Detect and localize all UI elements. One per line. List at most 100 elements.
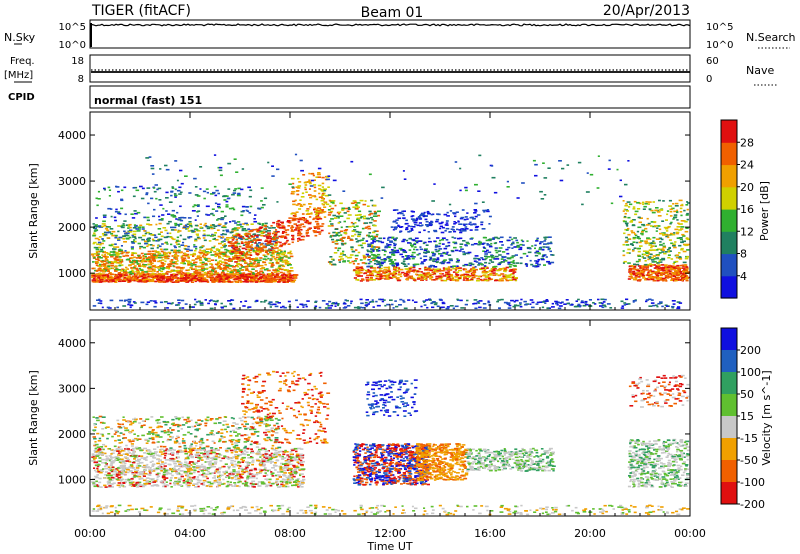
range-gate-cell — [194, 239, 197, 242]
range-gate-cell — [107, 270, 110, 272]
range-gate-cell — [520, 239, 523, 242]
range-gate-cell — [122, 305, 127, 307]
range-gate-cell — [229, 252, 232, 254]
range-gate-cell — [482, 250, 485, 252]
range-gate-cell — [416, 218, 419, 221]
range-gate-cell — [225, 206, 229, 208]
range-gate-cell — [220, 237, 224, 239]
range-gate-cell — [498, 247, 503, 249]
range-gate-cell — [423, 249, 428, 252]
range-gate-cell — [189, 236, 193, 238]
range-gate-cell — [645, 300, 648, 303]
range-gate-cell — [321, 300, 326, 302]
range-gate-cell — [468, 223, 471, 225]
range-gate-cell — [118, 256, 122, 258]
range-gate-cell — [194, 224, 198, 227]
range-gate-cell — [283, 242, 287, 245]
range-gate-cell — [139, 278, 143, 281]
range-gate-cell — [258, 247, 263, 249]
range-gate-cell — [240, 264, 243, 267]
range-gate-cell — [308, 172, 311, 175]
range-gate-cell — [436, 305, 440, 308]
range-gate-cell — [411, 299, 414, 302]
range-gate-cell — [450, 249, 454, 252]
range-gate-cell — [412, 220, 416, 222]
range-gate-cell — [226, 237, 230, 239]
range-gate-cell — [556, 304, 559, 306]
range-gate-cell — [434, 248, 438, 251]
range-gate-cell — [641, 274, 645, 277]
range-gate-cell — [360, 302, 364, 305]
range-gate-cell — [422, 242, 425, 245]
range-gate-cell — [164, 260, 167, 263]
range-gate-cell — [150, 255, 153, 257]
range-gate-cell — [147, 260, 151, 263]
range-gate-cell — [225, 230, 230, 233]
range-gate-cell — [469, 229, 473, 231]
range-gate-cell — [112, 261, 116, 264]
range-gate-cell — [357, 235, 361, 238]
range-gate-cell — [176, 189, 181, 192]
range-gate-cell — [293, 229, 298, 231]
range-gate-cell — [261, 223, 264, 225]
range-gate-cell — [230, 299, 233, 301]
range-gate-cell — [271, 273, 275, 275]
range-gate-cell — [239, 252, 243, 254]
range-gate-cell — [160, 235, 164, 238]
range-gate-cell — [487, 278, 492, 281]
range-gate-cell — [399, 298, 403, 301]
range-gate-cell — [175, 280, 179, 282]
range-gate-cell — [308, 227, 312, 229]
range-gate-cell — [232, 208, 236, 211]
range-gate-cell — [191, 210, 196, 212]
range-gate-cell — [435, 277, 439, 280]
range-gate-cell — [101, 271, 106, 273]
range-gate-cell — [95, 197, 98, 200]
range-gate-cell — [284, 261, 289, 264]
range-gate-cell — [237, 277, 241, 279]
range-gate-cell — [99, 270, 104, 272]
range-gate-cell — [654, 273, 659, 275]
range-gate-cell — [146, 245, 149, 248]
range-gate-cell — [454, 278, 457, 281]
range-gate-cell — [375, 271, 379, 273]
range-gate-cell — [140, 252, 144, 255]
range-gate-cell — [498, 262, 502, 264]
range-gate-cell — [305, 210, 310, 212]
range-gate-cell — [91, 279, 96, 281]
range-gate-cell — [125, 276, 129, 279]
range-gate-cell — [226, 256, 231, 258]
range-gate-cell — [473, 257, 477, 260]
range-gate-cell — [494, 247, 498, 249]
range-gate-cell — [550, 261, 555, 264]
range-gate-cell — [229, 271, 233, 274]
range-gate-cell — [244, 222, 248, 225]
range-gate-cell — [547, 242, 551, 244]
range-gate-cell — [171, 209, 175, 212]
nave-tick-top: 60 — [706, 56, 719, 67]
range-gate-cell — [283, 269, 287, 271]
range-gate-cell — [268, 273, 272, 275]
range-gate-cell — [123, 220, 127, 222]
range-gate-cell — [117, 272, 121, 274]
range-gate-cell — [149, 275, 154, 278]
range-gate-cell — [258, 208, 262, 210]
range-gate-cell — [260, 206, 264, 209]
range-gate-cell — [334, 217, 338, 219]
range-gate-cell — [264, 281, 269, 283]
range-gate-cell — [319, 212, 323, 214]
range-gate-cell — [386, 269, 391, 272]
range-gate-cell — [162, 267, 166, 269]
range-gate-cell — [370, 199, 374, 202]
range-gate-cell — [525, 265, 528, 267]
range-gate-cell — [370, 212, 374, 215]
range-gate-cell — [93, 241, 97, 244]
range-gate-cell — [173, 249, 177, 252]
range-gate-cell — [215, 259, 218, 262]
range-gate-cell — [426, 250, 430, 253]
range-gate-cell — [173, 245, 176, 247]
range-gate-cell — [478, 240, 481, 243]
range-gate-cell — [489, 274, 493, 276]
range-gate-cell — [220, 272, 225, 274]
range-gate-cell — [201, 261, 205, 264]
